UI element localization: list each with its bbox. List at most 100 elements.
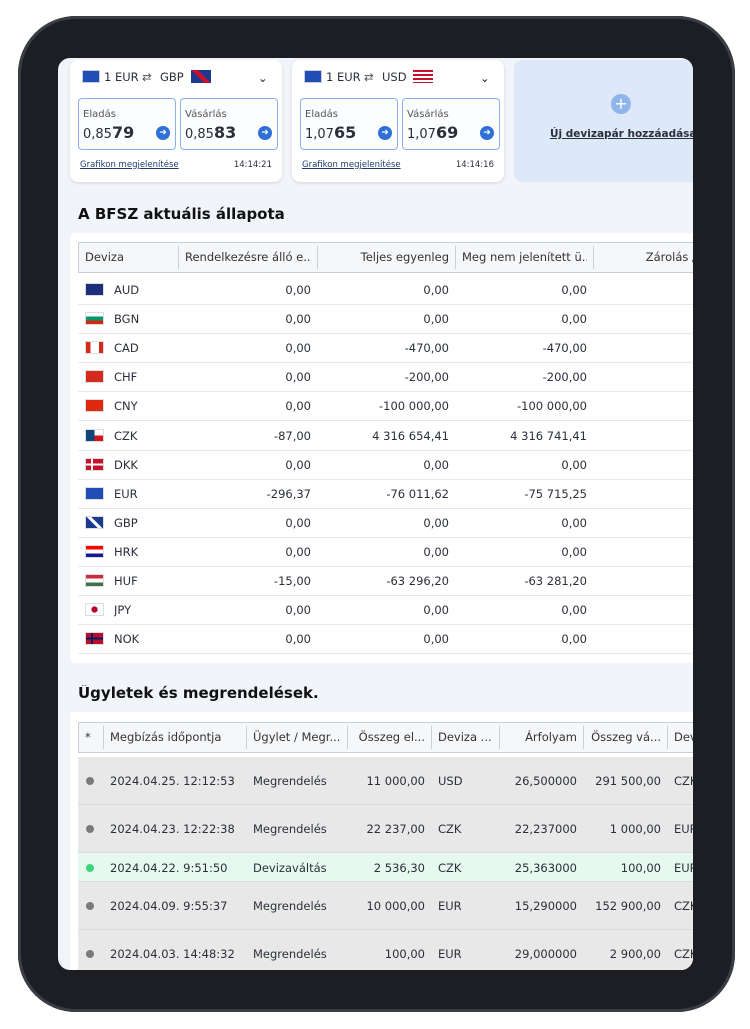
flag-icon [85,486,104,500]
balance-cell: 0,00 [423,603,449,618]
flag-icon [82,70,100,83]
table-header [78,242,693,273]
update-time: 14:14:21 [233,160,272,170]
col-divider [499,726,500,749]
balance-cell: 0,00 [285,341,311,356]
row-divider [78,624,693,626]
balance-cell: 0 [600,631,693,647]
add-icon: + [611,94,631,114]
rate-pips: 79 [111,124,135,142]
order-cell: 25,363000 [514,860,577,875]
flag-icon [85,399,104,413]
currency-code: NOK [114,632,140,647]
balance-cell: 0,00 [561,312,587,327]
status-dot [86,863,94,872]
order-row[interactable] [78,805,693,853]
balance-cell: 0,00 [423,457,449,472]
balance-cell: 0 [600,398,693,414]
order-cell: 291 500,00 [595,774,661,788]
col-divider [178,246,179,269]
column-header: Ügylet / Megr... [253,730,341,744]
rate-label: Eladás [305,109,338,120]
balance-cell: -296,37 [266,486,311,501]
balance-cell: 0 [600,515,693,531]
currency-code: BGN [114,312,140,327]
rate-box[interactable] [402,98,500,150]
balance-cell: 0 [600,486,693,502]
order-cell: 2024.04.03. 14:48:32 [110,947,235,961]
balance-cell: 0,00 [285,312,311,327]
order-cell: CZK [438,860,462,875]
balance-cell: 0,00 [423,544,449,559]
order-cell: Megrendelés [253,899,327,913]
balance-cell: 0,00 [423,632,449,647]
balance-cell: 0,00 [561,632,587,647]
rate-box[interactable] [78,98,176,150]
balance-cell: -100 000,00 [379,399,449,414]
order-cell: 152 900,00 [595,899,661,913]
go-button[interactable]: ➜ [156,126,170,140]
row-divider [78,595,693,596]
order-row[interactable] [78,930,693,970]
balance-cell: -100 000,00 [517,399,587,414]
balance-cell: 0 [600,340,693,356]
balance-cell: 0 [600,544,693,560]
balance-cell: -75 715,25 [524,486,587,501]
currency-code: AUD [114,283,140,297]
flag-icon [85,603,104,617]
currency-code: HUF [114,574,138,588]
order-cell: 15,290000 [514,899,577,913]
order-cell: 26,500000 [514,774,577,788]
order-cell: CZK [674,947,693,961]
balance-cell: -63 296,20 [386,574,449,588]
column-header: Dev [674,730,693,744]
row-divider [78,304,693,305]
column-header: Teljes egyenleg [360,250,449,264]
order-row[interactable] [78,882,693,930]
rate-box[interactable] [300,98,398,150]
go-button[interactable]: ➜ [378,126,392,140]
balance-cell: 4 316 654,41 [372,428,449,443]
row-divider [78,362,693,364]
balance-cell: 4 316 741,41 [510,428,587,443]
col-divider [347,726,348,749]
balance-cell: 0 [600,573,693,589]
order-cell: 100,00 [620,860,661,875]
rate-box[interactable] [180,98,278,150]
currency-code: EUR [114,486,138,501]
currency-code: CNY [114,399,138,414]
col-divider [455,246,456,269]
rate-value: 1,0769 [407,124,487,142]
row-divider [78,391,693,393]
flag-icon [85,312,104,326]
order-cell: EUR [674,860,693,875]
balance-cell: 0 [600,369,693,385]
col-divider [431,726,432,749]
row-divider [78,536,693,538]
order-row[interactable] [78,853,693,882]
column-header: Deviza [85,250,125,264]
balance-cell: 0,00 [561,515,587,530]
section-title: A BFSZ aktuális állapota [78,206,285,222]
balance-cell: 0,00 [285,457,311,472]
order-row[interactable] [78,757,693,805]
currency-code: CHF [114,370,138,385]
rate-pips: 65 [333,124,357,142]
go-button[interactable]: ➜ [258,126,272,140]
add-card[interactable] [514,60,693,182]
balance-cell: -87,00 [273,428,311,443]
balance-cell: -63 281,20 [524,574,587,588]
column-header: Zárolás / Fede [645,250,693,264]
flag-icon [85,370,104,384]
balance-cell: 0 [600,428,693,444]
currency-code: JPY [114,603,132,618]
balance-cell: 0,00 [285,544,311,559]
row-divider [78,420,693,422]
rate-main: 1,07 [407,127,436,142]
col-divider [246,726,247,749]
go-button[interactable]: ➜ [480,126,494,140]
column-header: Meg nem jelenített ü... [462,250,587,264]
col-divider [593,246,594,269]
currency-code: GBP [114,515,138,530]
column-header: Rendelkezésre álló e... [185,250,311,264]
